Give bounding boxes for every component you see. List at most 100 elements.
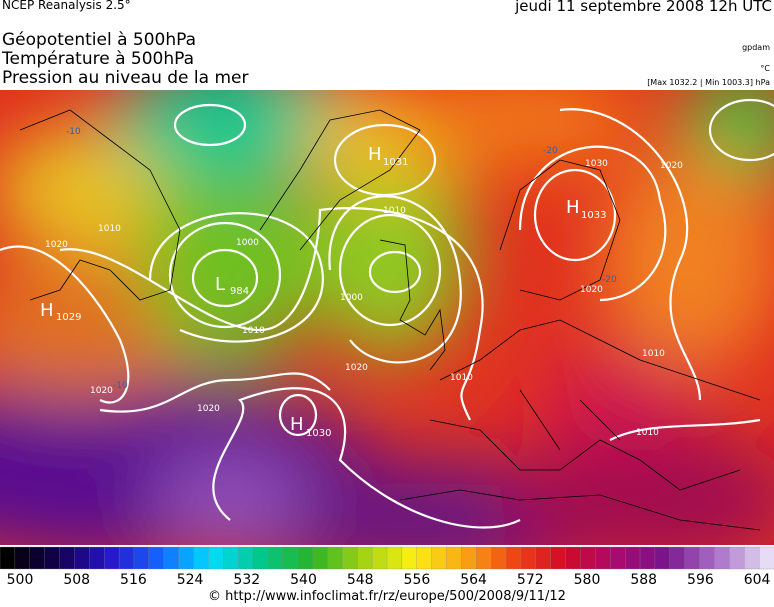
unit: gpdam (742, 43, 770, 52)
color-swatch (297, 546, 314, 570)
isobar-label: 1010 (642, 349, 665, 359)
isobar-label: 1030 (585, 159, 608, 169)
coastlines (19, 109, 761, 531)
color-swatch (639, 546, 656, 570)
color-swatch (401, 546, 418, 570)
isobar-label: 1020 (45, 240, 68, 250)
color-swatch (89, 546, 105, 570)
colorbar-label: 548 (347, 572, 374, 588)
color-swatch (193, 546, 210, 570)
color-swatch (223, 546, 239, 570)
isobar-label: 1000 (236, 238, 259, 248)
color-swatch (699, 546, 716, 570)
color-swatch (535, 546, 552, 570)
pressure-symbol: H (566, 197, 580, 218)
color-swatch (550, 546, 567, 570)
color-swatch (729, 546, 745, 570)
colorbar-label: 500 (7, 572, 34, 588)
color-swatch (416, 546, 433, 570)
colorbar-label: 556 (404, 572, 431, 588)
temperature-label: -20 (543, 146, 558, 156)
color-swatch (505, 546, 522, 570)
title: Géopotentiel à 500hPa (2, 30, 197, 50)
color-swatch (238, 546, 254, 570)
colorbar-label: 588 (630, 572, 657, 588)
color-swatch (625, 546, 641, 570)
pressure-symbol: H (368, 144, 382, 165)
pressure-symbol: H (290, 414, 304, 435)
color-swatch (386, 546, 403, 570)
colorbar-label: 580 (574, 572, 601, 588)
color-swatch (669, 546, 686, 570)
color-swatch (59, 546, 76, 570)
colorbar-label: 604 (744, 572, 771, 588)
isobar-label: 1020 (580, 285, 603, 295)
unit: [Max 1032.2 | Min 1003.3] hPa (647, 78, 770, 87)
unit: °C (760, 64, 770, 73)
color-swatch (654, 546, 671, 570)
color-swatch (461, 546, 477, 570)
color-swatch (714, 546, 730, 570)
color-swatch (684, 546, 701, 570)
colorbar-label: 532 (233, 572, 260, 588)
isobars (0, 98, 774, 529)
color-swatch (491, 546, 507, 570)
color-swatch (758, 546, 774, 570)
isobar-label: 1020 (90, 386, 113, 396)
color-swatch (74, 546, 90, 570)
color-swatch (476, 546, 492, 570)
color-swatch (118, 546, 135, 570)
color-swatch (610, 546, 626, 570)
temperature-label: -20 (602, 275, 617, 285)
isobar-label: 1010 (98, 224, 121, 234)
color-swatch (744, 546, 760, 570)
title: Pression au niveau de la mer (2, 68, 249, 88)
isobar-label: 1020 (660, 161, 683, 171)
footer: © http://www.infoclimat.fr/rz/europe/500… (208, 589, 566, 604)
color-swatch (104, 546, 120, 570)
isobar-label: 1010 (383, 206, 406, 216)
isobar-label: 1010 (242, 326, 265, 336)
color-swatch (0, 546, 16, 570)
color-swatch (312, 546, 329, 570)
pressure-value: 1033 (581, 210, 606, 221)
color-swatch (595, 546, 611, 570)
color-swatch (431, 546, 448, 570)
color-swatch (14, 546, 31, 570)
colorbar-label: 540 (290, 572, 317, 588)
color-swatch (565, 546, 582, 570)
pressure-symbol: L (215, 274, 225, 295)
title: Température à 500hPa (2, 49, 195, 69)
isobar-label: 1020 (197, 404, 220, 414)
pressure-value: 1029 (56, 312, 81, 323)
source: NCEP Reanalysis 2.5° (2, 0, 131, 12)
pressure-value: 984 (230, 286, 249, 297)
color-swatch (178, 546, 195, 570)
color-swatch (163, 546, 180, 570)
colorbar-label: 596 (687, 572, 714, 588)
pressure-value: 1030 (306, 428, 331, 439)
color-swatch (208, 546, 224, 570)
color-swatch (267, 546, 284, 570)
color-swatch (148, 546, 165, 570)
date: jeudi 11 septembre 2008 12h UTC (515, 0, 772, 15)
color-swatch (446, 546, 463, 570)
colorbar-label: 516 (120, 572, 147, 588)
isobar-label: 1010 (636, 428, 659, 438)
color-swatch (327, 546, 343, 570)
color-swatch (357, 546, 373, 570)
color-swatch (133, 546, 150, 570)
isobar-label: 1020 (345, 363, 368, 373)
color-swatch (342, 546, 358, 570)
color-swatch (520, 546, 537, 570)
pressure-symbol: H (40, 300, 54, 321)
color-swatch (252, 546, 269, 570)
isobar-label: 1010 (450, 373, 473, 383)
isobar-label: 1000 (340, 293, 363, 303)
temperature-label: -10 (113, 381, 128, 391)
colorbar-label: 524 (177, 572, 204, 588)
pressure-value: 1031 (383, 157, 408, 168)
